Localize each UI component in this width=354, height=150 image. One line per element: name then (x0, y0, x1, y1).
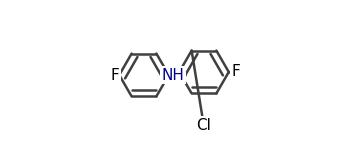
Text: NH: NH (162, 68, 185, 82)
Text: F: F (110, 68, 119, 82)
Text: Cl: Cl (196, 118, 211, 133)
Text: F: F (232, 64, 241, 80)
